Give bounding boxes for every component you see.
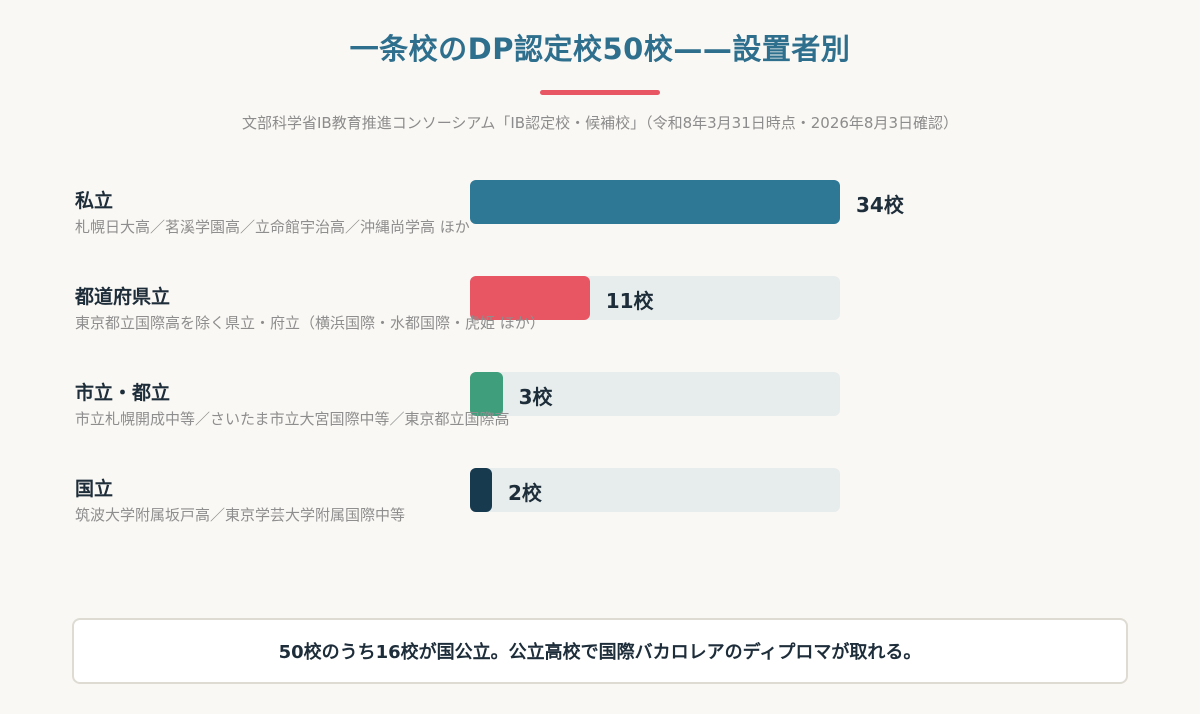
source-note: 文部科学省IB教育推進コンソーシアム「IB認定校・候補校」（令和8年3月31日時… xyxy=(241,114,959,132)
bar xyxy=(470,276,590,320)
chart-title: 一条校のDP認定校50校——設置者別 xyxy=(349,32,851,66)
value-label: 2校 xyxy=(508,481,542,505)
category-label: 都道府県立 xyxy=(75,286,171,308)
value-label: 34校 xyxy=(856,193,904,217)
category-description: 筑波大学附属坂戸高／東京学芸大学附属国際中等 xyxy=(75,506,406,524)
category-description: 東京都立国際高を除く県立・府立（横浜国際・水都国際・虎姫 ほか） xyxy=(75,314,545,332)
summary-box: 50校のうち16校が国公立。公立高校で国際バカロレアのディプロマが取れる。 xyxy=(72,618,1128,684)
category-label: 国立 xyxy=(75,478,114,500)
category-label: 私立 xyxy=(75,190,114,212)
value-label: 3校 xyxy=(518,385,553,409)
summary-text: 50校のうち16校が国公立。公立高校で国際バカロレアのディプロマが取れる。 xyxy=(278,642,922,663)
bar xyxy=(470,372,503,416)
value-label: 11校 xyxy=(605,289,654,313)
bar xyxy=(470,180,840,224)
bar-track xyxy=(470,372,840,416)
category-label: 市立・都立 xyxy=(75,382,171,404)
bar-track xyxy=(470,468,840,512)
category-description: 札幌日大高／茗溪学園高／立命館宇治高／沖縄尚学高 ほか xyxy=(75,218,470,236)
bar-row: 都道府県立東京都立国際高を除く県立・府立（横浜国際・水都国際・虎姫 ほか） 11校 xyxy=(0,276,1200,356)
title-accent-rule xyxy=(540,90,660,95)
category-description: 市立札幌開成中等／さいたま市立大宮国際中等／東京都立国際高 xyxy=(75,410,510,428)
bar xyxy=(470,468,492,512)
bar-row: 国立筑波大学附属坂戸高／東京学芸大学附属国際中等 2校 xyxy=(0,468,1200,548)
bar-row: 市立・都立市立札幌開成中等／さいたま市立大宮国際中等／東京都立国際高 3校 xyxy=(0,372,1200,452)
bar-row: 私立札幌日大高／茗溪学園高／立命館宇治高／沖縄尚学高 ほか 34校 xyxy=(0,180,1200,260)
